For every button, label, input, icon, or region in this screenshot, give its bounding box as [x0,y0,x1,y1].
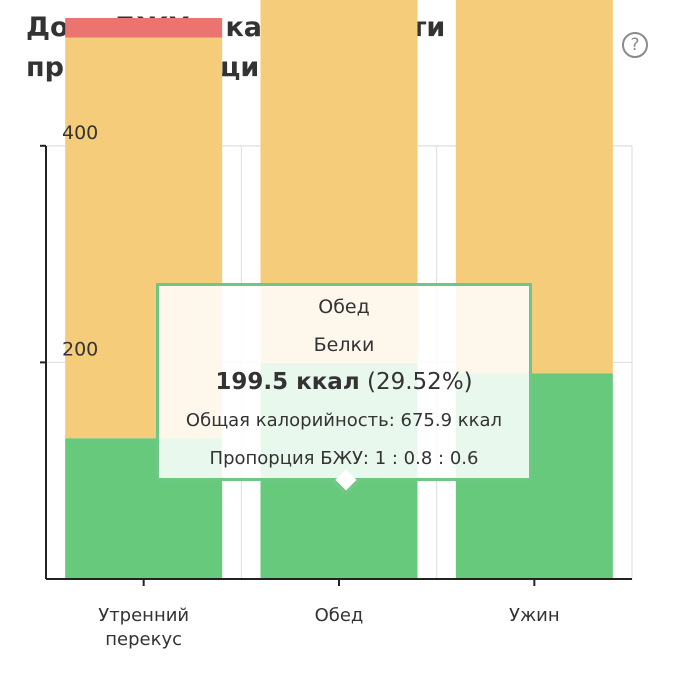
tooltip-percent: (29.52%) [367,369,473,395]
x-tick-label-line: Ужин [509,605,560,626]
x-tick-label-line: перекус [105,629,182,650]
x-tick-label-0: Утренний перекус [98,605,189,650]
tooltip-meal: Обед [318,296,370,318]
question-circle-icon[interactable]: ? [622,32,648,58]
tooltip-value-line: 199.5 ккал (29.52%) [159,369,529,395]
y-tick-label-400: 400 [62,122,98,144]
tooltip-total: Общая калорийность: 675.9 ккал [185,410,503,431]
tooltip-ratio: Пропорция БЖУ: 1 : 0.8 : 0.6 [209,448,479,469]
tooltip-series: Белки [313,334,375,356]
x-tick-label-line: Обед [315,605,364,626]
chart-tooltip: Обед Белки 199.5 ккал (29.52%) Общая кал… [156,283,532,495]
y-tick-label-200: 200 [62,338,98,360]
bar-carbs-0 [65,18,223,38]
x-tick-label-1: Обед [315,605,364,626]
tooltip-value: 199.5 ккал [215,369,360,395]
x-tick-label-2: Ужин [509,605,560,626]
x-tick-label-line: Утренний [98,605,189,626]
